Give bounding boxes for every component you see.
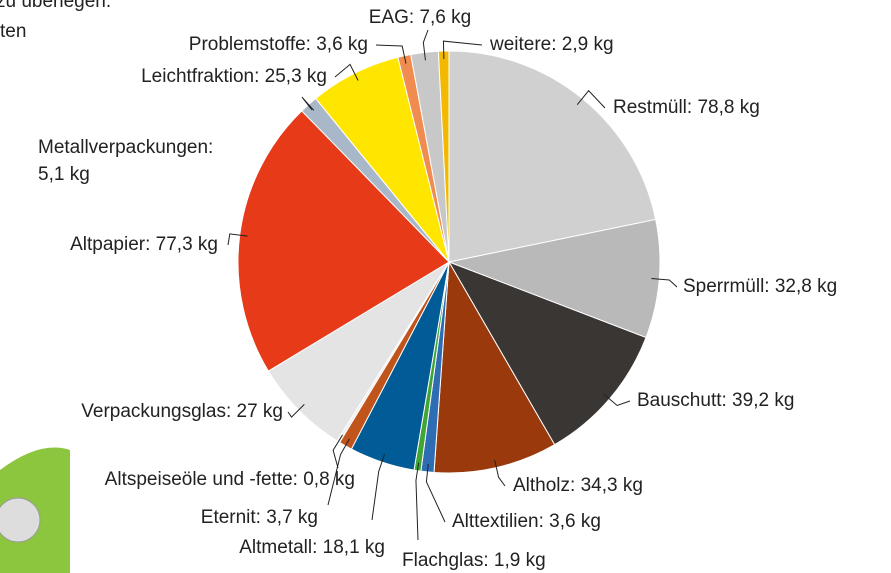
slice-label: Problemstoffe: 3,6 kg bbox=[189, 31, 368, 58]
slice-label: Altpapier: 77,3 kg bbox=[70, 231, 218, 258]
slice-label: Sperrmüll: 32,8 kg bbox=[683, 273, 837, 300]
slice-label: Altmetall: 18,1 kg bbox=[239, 534, 385, 561]
slice-label: EAG: 7,6 kg bbox=[369, 4, 471, 31]
slice-label: Metallverpackungen: 5,1 kg bbox=[38, 134, 213, 188]
slice-label: Flachglas: 1,9 kg bbox=[402, 547, 546, 573]
slice-label: Restmüll: 78,8 kg bbox=[613, 94, 760, 121]
slice-label: weitere: 2,9 kg bbox=[490, 31, 614, 58]
slice-label: Verpackungsglas: 27 kg bbox=[81, 398, 283, 425]
slice-label: Alttextilien: 3,6 kg bbox=[452, 508, 601, 535]
slice-label: Leichtfraktion: 25,3 kg bbox=[141, 63, 327, 90]
slice-label: Eternit: 3,7 kg bbox=[201, 504, 318, 531]
slice-label: Altholz: 34,3 kg bbox=[513, 472, 643, 499]
slice-label: Altspeiseöle und -fette: 0,8 kg bbox=[105, 466, 355, 493]
decoration bbox=[0, 498, 40, 542]
fragment-text: zu überlegen. bbox=[0, 0, 111, 15]
page: zu überlegen. ten Restmüll: 78,8 kg Sperr… bbox=[0, 0, 891, 573]
leader-line bbox=[416, 463, 419, 540]
fragment-text: ten bbox=[0, 18, 26, 45]
leader-line bbox=[372, 454, 384, 520]
slice-label: Bauschutt: 39,2 kg bbox=[637, 387, 794, 414]
